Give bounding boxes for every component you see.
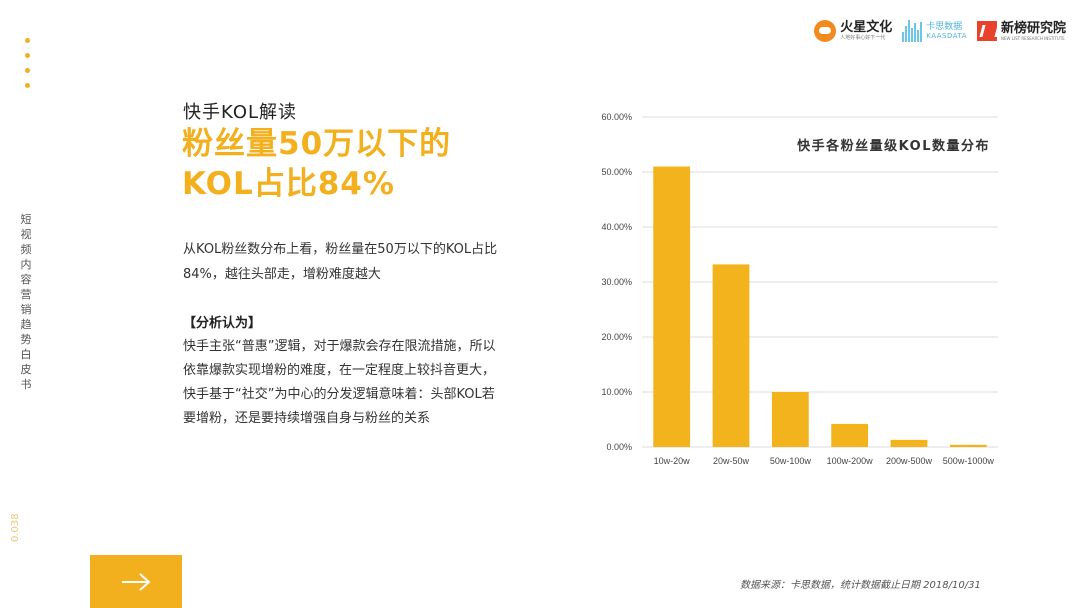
y-tick-label: 0.00% [606, 442, 632, 452]
xinbang-logo-tagline: NEW LIST RESEARCH INSTITUTE [1000, 35, 1065, 41]
next-page-button[interactable] [90, 555, 182, 608]
bar-200w-500w [890, 439, 928, 447]
kaas-logo: 卡思数据 KAASDATA [902, 20, 967, 42]
data-source-note: 数据来源：卡思数据，统计数据截止日期 2018/10/31 [740, 580, 981, 591]
x-tick-label: 20w-50w [713, 456, 750, 466]
x-tick-label: 100w-200w [827, 456, 874, 466]
dot [25, 83, 30, 88]
bar-10w-20w [653, 166, 691, 447]
x-tick-label: 10w-20w [654, 456, 691, 466]
xinbang-logo: 新榜研究院 NEW LIST RESEARCH INSTITUTE [976, 20, 1066, 41]
y-tick-label: 40.00% [601, 222, 632, 232]
y-tick-label: 30.00% [601, 277, 632, 287]
xinbang-logo-mark [976, 21, 997, 41]
huoxing-logo-tagline: 人地好事心好下一代 [840, 35, 886, 41]
kol-distribution-chart: 快手各粉丝量级KOL数量分布 0.00% 10.00% 20.00% 30.00% 40… [601, 112, 998, 466]
y-tick-label: 50.00% [601, 167, 632, 177]
dot [25, 68, 30, 73]
analysis-paragraph: 快手主张“普惠”逻辑，对于爆款会存在限流措施，所以依靠爆款实现增粉的难度，在一定… [183, 339, 496, 426]
analysis-heading: 【分析认为】 [183, 316, 262, 331]
y-tick-label: 20.00% [601, 332, 632, 342]
brand-logos: 火星文化 人地好事心好下一代 卡思数据 KAASDATA 新榜研究院 NEW L… [814, 20, 1066, 42]
xinbang-logo-name: 新榜研究院 [1000, 20, 1066, 36]
bar-500w-1000w [949, 444, 987, 447]
headline: 粉丝量50万以下的KOL占比84% [182, 126, 452, 202]
kaas-logo-mark [902, 20, 923, 42]
chart-title: 快手各粉丝量级KOL数量分布 [797, 138, 990, 154]
dot [25, 38, 30, 43]
kaas-logo-name: 卡思数据 [926, 21, 963, 32]
huoxing-logo-name: 火星文化 [840, 20, 893, 35]
decorative-dots [25, 38, 31, 98]
huoxing-logo: 火星文化 人地好事心好下一代 [814, 20, 892, 42]
intro-paragraph: 从KOL粉丝数分布上看，粉丝量在50万以下的KOL占比84%，越往头部走，增粉难… [183, 242, 498, 282]
bar-100w-200w [831, 423, 869, 447]
vertical-report-title: 短视频内容营销趋势白皮书 [20, 213, 32, 391]
bar-20w-50w [712, 264, 750, 447]
y-tick-label: 60.00% [601, 112, 632, 122]
x-tick-label: 50w-100w [770, 456, 812, 466]
x-tick-label: 200w-500w [886, 456, 933, 466]
huoxing-logo-mark [814, 20, 837, 42]
y-tick-label: 10.00% [601, 387, 632, 397]
section-subtitle: 快手KOL解读 [183, 102, 298, 123]
dot [25, 53, 30, 58]
page-number: 0.038 [10, 513, 21, 542]
bar-50w-100w [771, 392, 809, 447]
arrow-right-icon [122, 572, 151, 591]
kaas-logo-tagline: KAASDATA [926, 31, 967, 40]
x-tick-label: 500w-1000w [943, 456, 995, 466]
